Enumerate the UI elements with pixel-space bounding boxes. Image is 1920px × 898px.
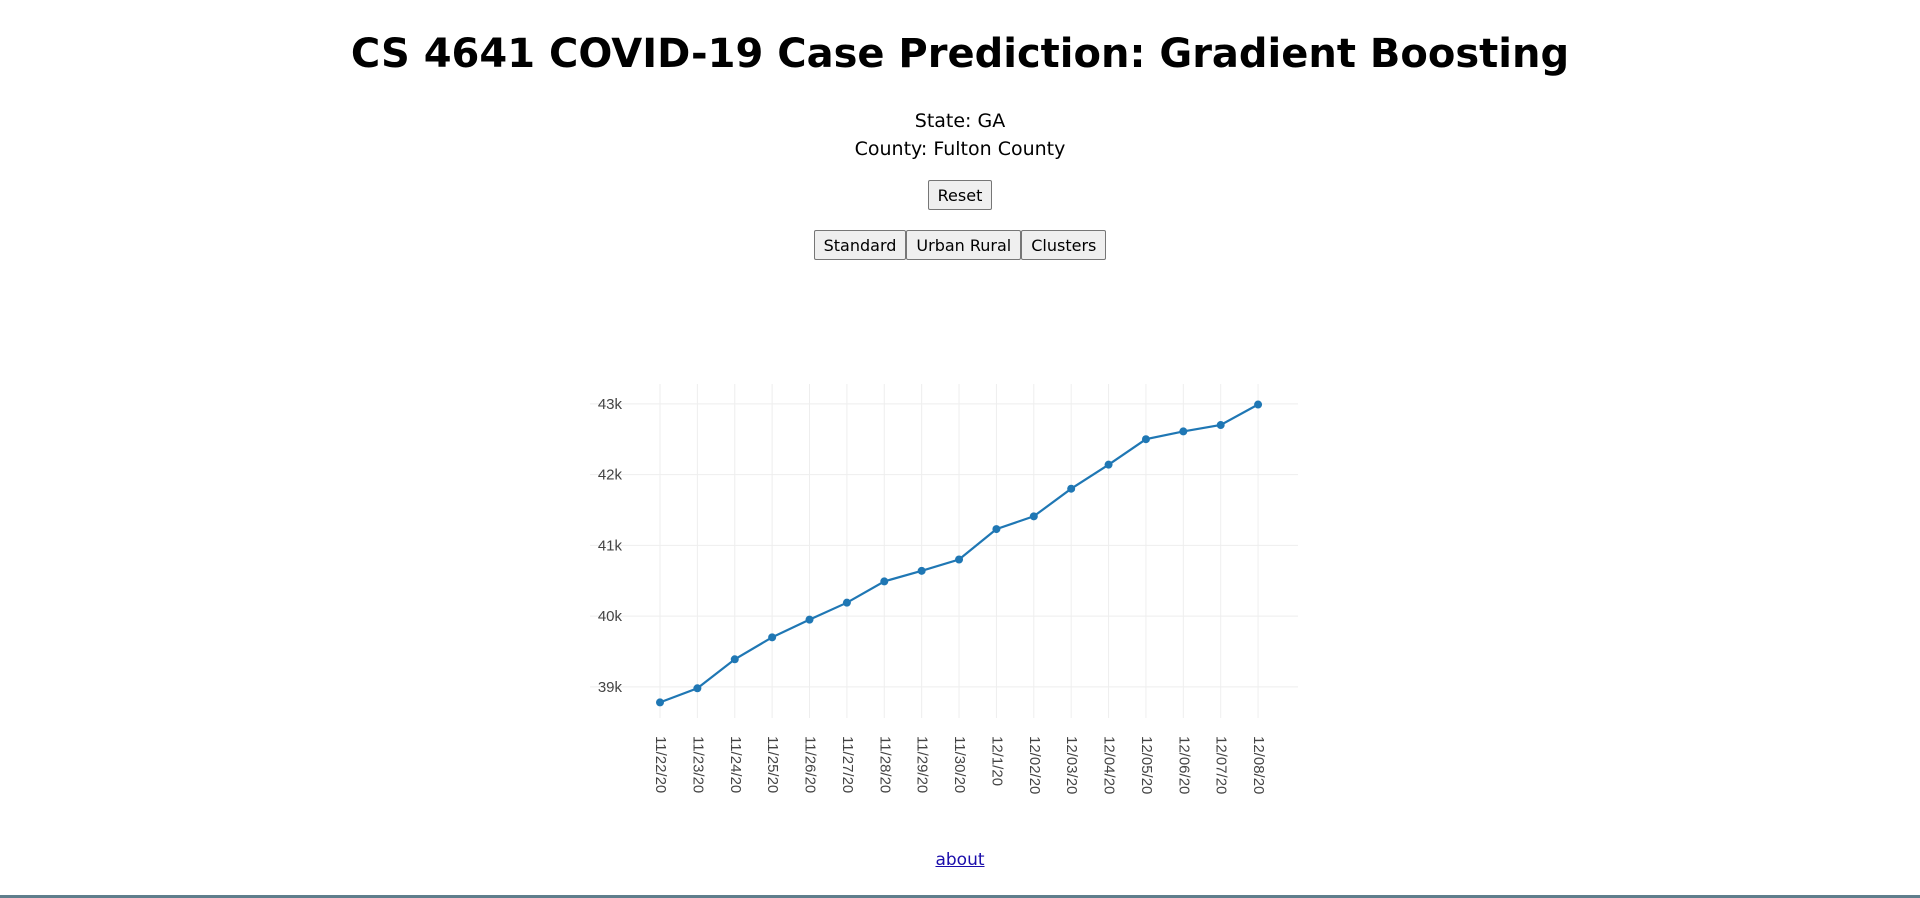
x-tick-label: 12/08/20 [1250,736,1267,794]
y-tick-label: 42k [598,467,623,484]
x-tick-label: 12/06/20 [1175,736,1192,794]
page-title: CS 4641 COVID-19 Case Prediction: Gradie… [350,31,1570,77]
about-link[interactable]: about [935,850,985,870]
data-point[interactable] [917,566,926,575]
data-point[interactable] [730,655,739,664]
y-tick-label: 39k [598,679,623,696]
data-point[interactable] [1254,400,1263,409]
data-points [656,400,1263,707]
x-tick-label: 11/24/20 [727,736,744,793]
cases-line-chart: 39k 40k 41k 42k 43k 11/22/20 11/23/20 11/24/20… [590,384,1298,794]
x-tick-label: 12/1/20 [988,736,1005,786]
x-tick-label: 12/04/20 [1101,736,1118,794]
x-tick-label: 12/07/20 [1213,736,1230,794]
data-point[interactable] [1104,460,1113,469]
x-tick-label: 12/03/20 [1063,736,1080,794]
urban-rural-button[interactable]: Urban Rural [906,230,1022,260]
reset-container: Reset [0,180,1920,210]
county-label: County: Fulton County [854,138,1066,160]
data-point[interactable] [1029,512,1038,521]
x-tick-label: 11/28/20 [876,736,893,793]
data-point[interactable] [1216,421,1225,430]
x-tick-label: 11/26/20 [802,736,819,793]
x-tick-label: 11/29/20 [914,736,931,793]
x-tick-label: 11/27/20 [839,736,856,793]
data-point[interactable] [805,615,814,624]
data-point[interactable] [992,525,1001,534]
bottom-bar [0,895,1920,898]
x-tick-label: 12/02/20 [1026,736,1043,794]
y-tick-label: 41k [598,537,623,554]
x-axis: 11/22/20 11/23/20 11/24/20 11/25/20 11/26/20… [652,736,1267,794]
mode-button-group: Standard Urban Rural Clusters [0,230,1920,260]
x-tick-label: 11/22/20 [652,736,669,793]
x-tick-label: 12/05/20 [1138,736,1155,794]
data-point[interactable] [880,577,889,586]
x-tick-label: 11/30/20 [951,736,968,793]
data-point[interactable] [842,598,851,607]
footer: about [0,850,1920,870]
data-point[interactable] [1179,427,1188,436]
y-axis: 39k 40k 41k 42k 43k [598,396,623,696]
data-point[interactable] [1141,435,1150,444]
data-point[interactable] [693,684,702,693]
state-label: State: GA [914,110,1006,132]
x-tick-label: 11/25/20 [764,736,781,793]
reset-button[interactable]: Reset [927,180,993,210]
y-tick-label: 43k [598,396,623,413]
data-point[interactable] [1067,484,1076,493]
x-tick-label: 11/23/20 [689,736,706,793]
data-point[interactable] [768,633,777,642]
clusters-button[interactable]: Clusters [1021,230,1107,260]
data-point[interactable] [656,698,664,707]
data-point[interactable] [955,555,964,564]
grid [590,384,1298,718]
standard-button[interactable]: Standard [813,230,907,260]
y-tick-label: 40k [598,608,623,625]
